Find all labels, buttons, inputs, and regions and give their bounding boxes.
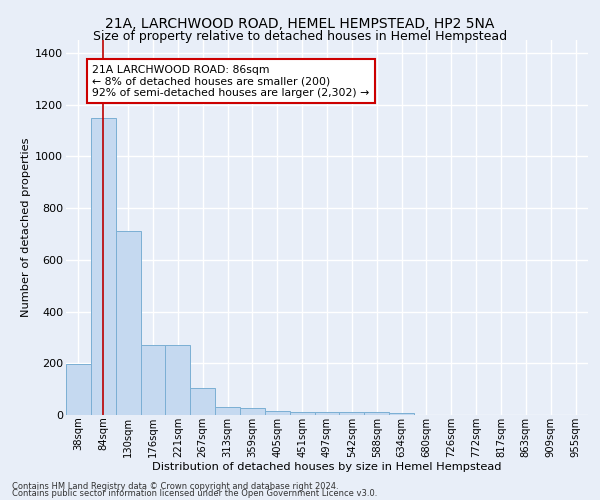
Text: Size of property relative to detached houses in Hemel Hempstead: Size of property relative to detached ho… xyxy=(93,30,507,43)
Bar xyxy=(215,406,240,415)
Bar xyxy=(389,413,414,415)
Bar xyxy=(166,345,190,415)
Bar xyxy=(364,412,389,415)
Bar xyxy=(140,345,166,415)
Bar xyxy=(116,232,140,415)
Bar xyxy=(66,364,91,415)
Bar xyxy=(91,118,116,415)
Bar xyxy=(340,412,364,415)
Text: Contains HM Land Registry data © Crown copyright and database right 2024.: Contains HM Land Registry data © Crown c… xyxy=(12,482,338,491)
Bar xyxy=(265,411,290,415)
Text: 21A LARCHWOOD ROAD: 86sqm
← 8% of detached houses are smaller (200)
92% of semi-: 21A LARCHWOOD ROAD: 86sqm ← 8% of detach… xyxy=(92,64,370,98)
Bar xyxy=(314,412,340,415)
Bar xyxy=(190,388,215,415)
Bar xyxy=(240,408,265,415)
Y-axis label: Number of detached properties: Number of detached properties xyxy=(21,138,31,318)
Bar xyxy=(290,412,314,415)
Text: Contains public sector information licensed under the Open Government Licence v3: Contains public sector information licen… xyxy=(12,489,377,498)
X-axis label: Distribution of detached houses by size in Hemel Hempstead: Distribution of detached houses by size … xyxy=(152,462,502,472)
Text: 21A, LARCHWOOD ROAD, HEMEL HEMPSTEAD, HP2 5NA: 21A, LARCHWOOD ROAD, HEMEL HEMPSTEAD, HP… xyxy=(106,18,494,32)
